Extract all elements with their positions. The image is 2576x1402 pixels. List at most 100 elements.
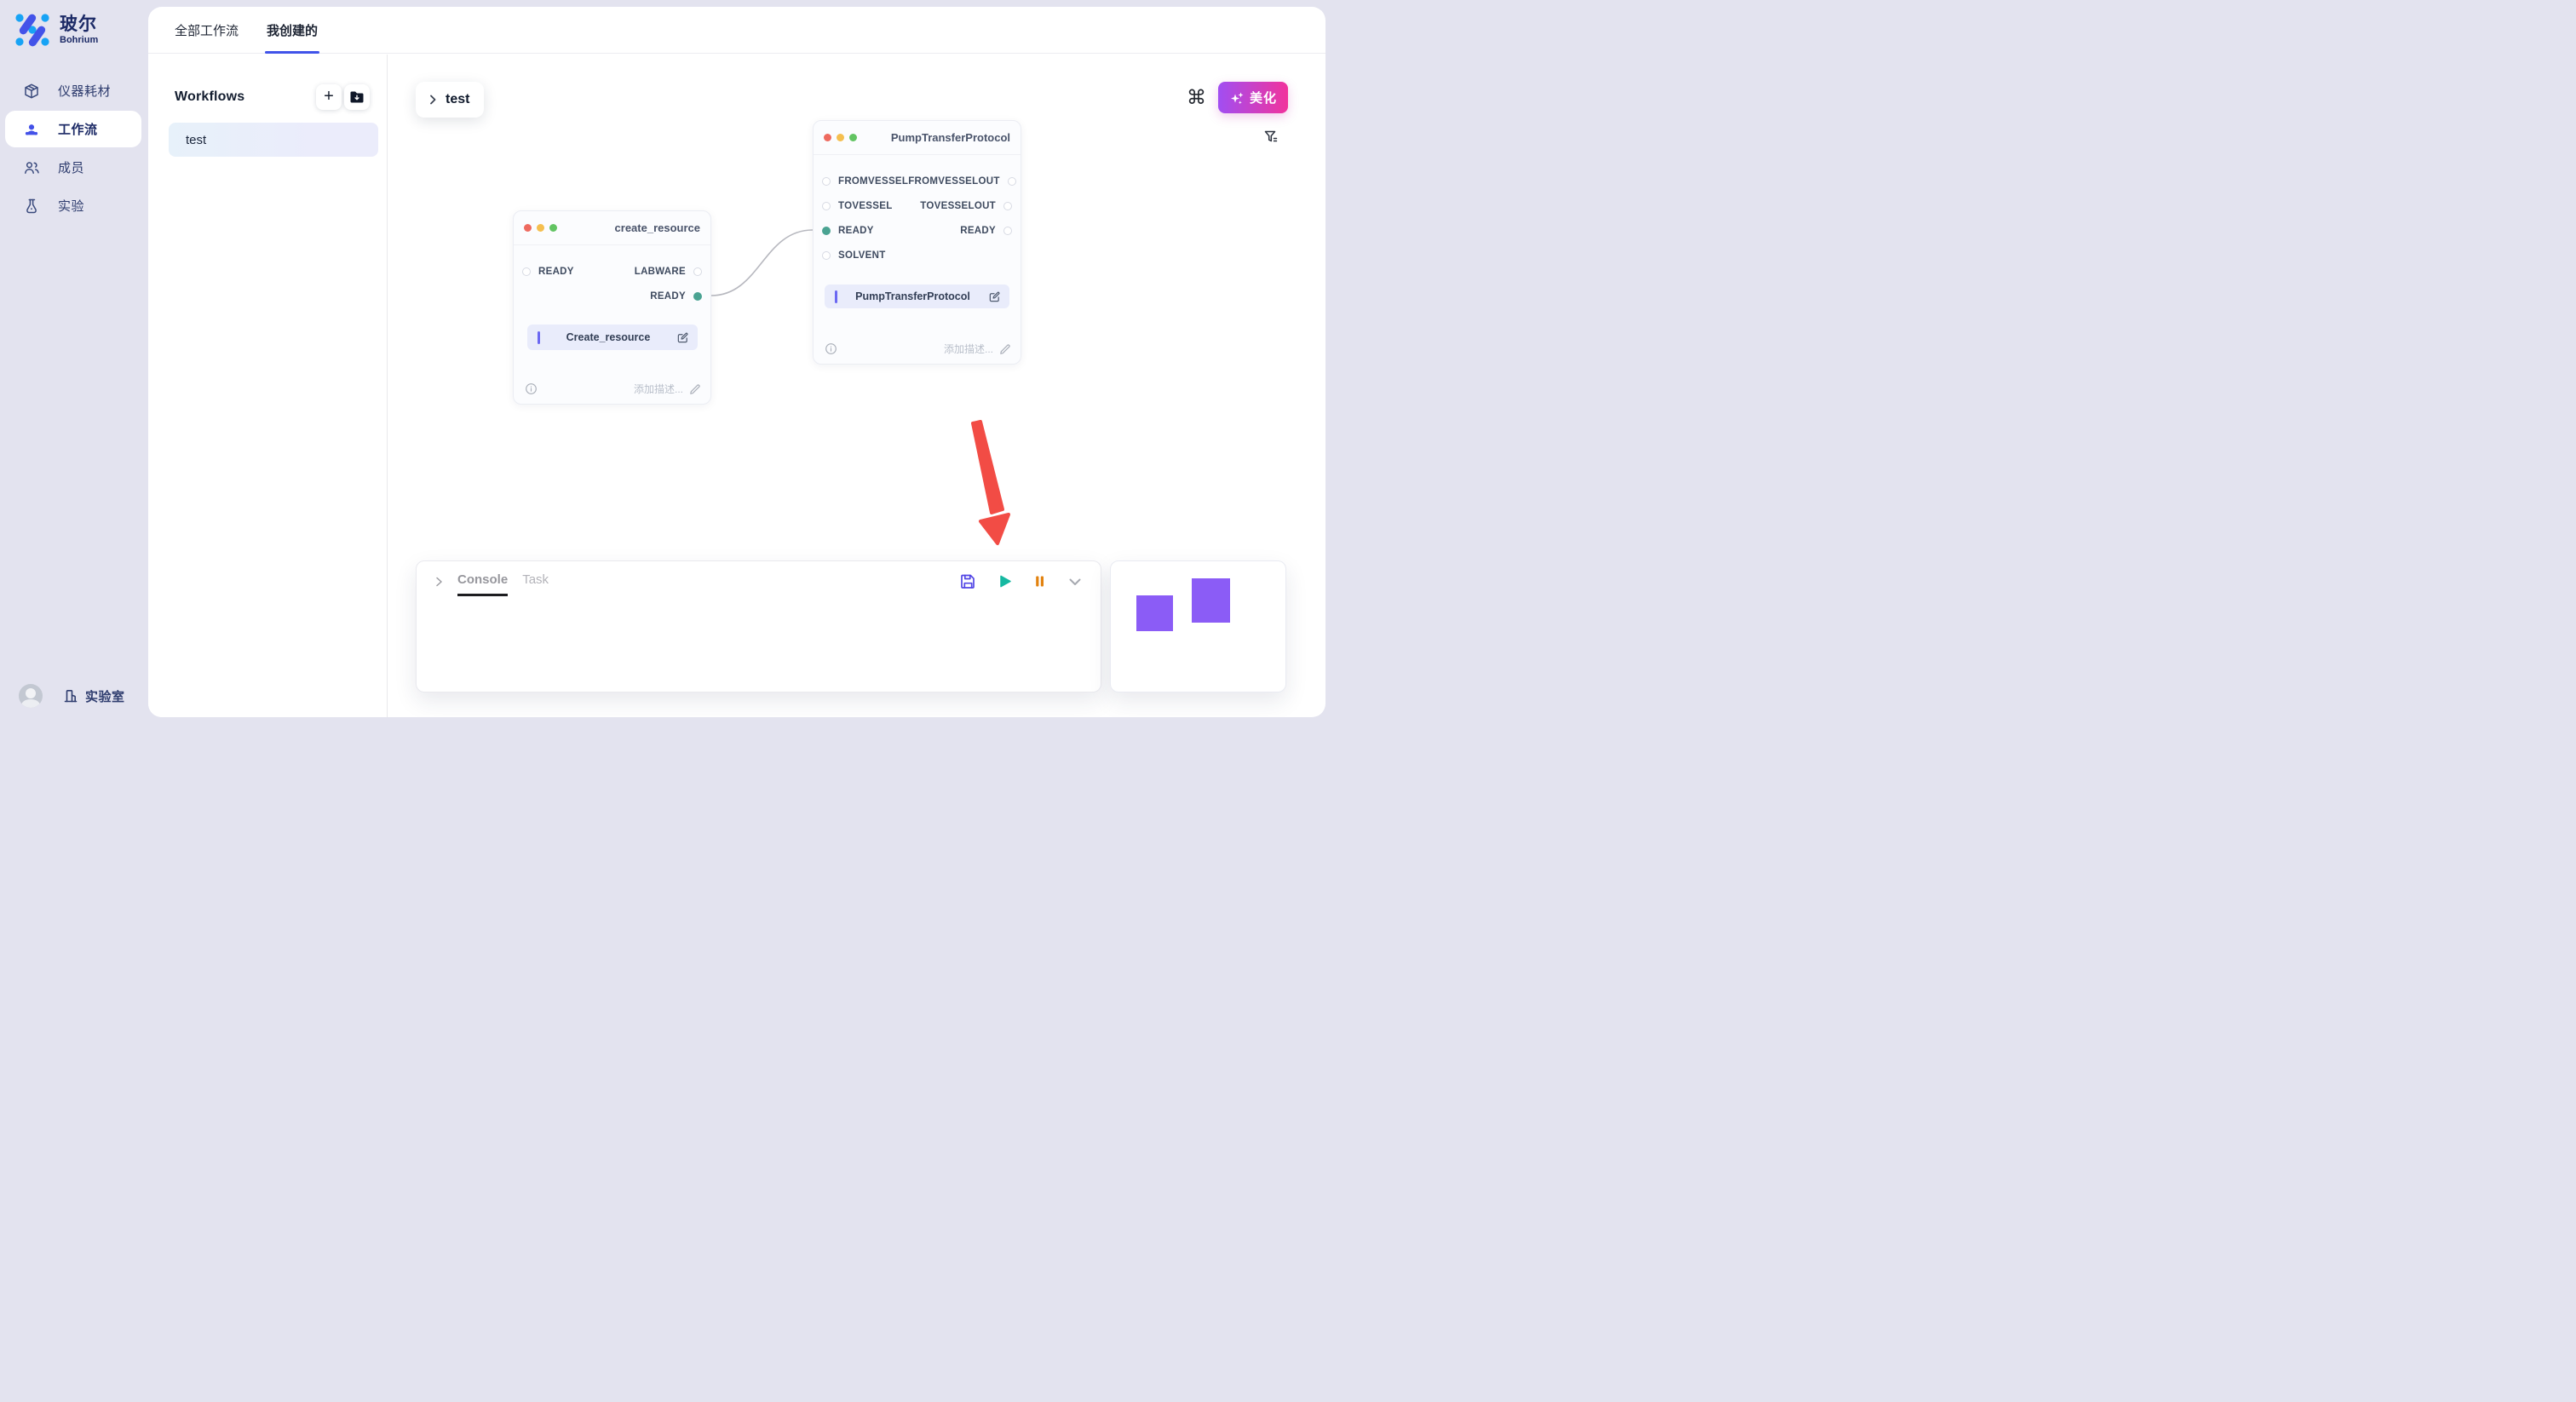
folder-download-icon	[350, 91, 364, 103]
traffic-light-dots	[524, 224, 557, 232]
node-ports: FROMVESSEL FROMVESSELOUT TOVESSEL TOVESS…	[814, 155, 1021, 267]
node-footer: 添加描述...	[825, 342, 1011, 356]
chevron-right-icon	[427, 94, 439, 106]
sidebar-item-label: 仪器耗材	[58, 84, 112, 99]
traffic-light-dots	[824, 134, 857, 141]
edit-icon[interactable]	[676, 331, 689, 344]
output-port-fromvesselout[interactable]	[1007, 176, 1016, 186]
node-connection-wire	[710, 229, 814, 296]
save-button[interactable]	[959, 572, 977, 590]
sidebar-item-instruments[interactable]: 仪器耗材	[0, 72, 147, 110]
input-port-ready[interactable]	[522, 267, 531, 276]
user-avatar[interactable]	[19, 684, 43, 708]
info-icon[interactable]	[525, 382, 538, 395]
workflow-list-item-test[interactable]: test	[169, 123, 378, 157]
output-port-tovesselout[interactable]	[1003, 201, 1012, 210]
sparkles-icon	[1230, 92, 1244, 104]
play-icon	[1000, 575, 1011, 588]
collapse-chevron-icon[interactable]	[432, 575, 446, 589]
node-header: create_resource	[514, 211, 710, 245]
description-placeholder[interactable]: 添加描述...	[943, 343, 993, 355]
node-ports: READY LABWARE READY	[514, 245, 710, 308]
brand-logo: 玻尔 Bohrium	[14, 11, 98, 49]
console-output-area[interactable]	[417, 596, 1101, 681]
dot-yellow-icon	[537, 224, 544, 232]
tab-all-workflows[interactable]: 全部工作流	[175, 23, 239, 38]
pill-accent-bar	[835, 290, 837, 303]
breadcrumb-label: test	[446, 92, 470, 106]
building-icon	[64, 690, 78, 703]
sidebar-item-label: 成员	[58, 161, 85, 175]
brand-subtitle: Bohrium	[60, 35, 99, 45]
tab-console[interactable]: Console	[457, 572, 509, 596]
run-button[interactable]	[997, 573, 1013, 589]
minimap-node-create-resource	[1136, 595, 1173, 631]
node-footer: 添加描述...	[525, 382, 701, 396]
node-action-pill[interactable]: Create_resource	[527, 325, 698, 350]
input-port-ready[interactable]	[822, 226, 831, 235]
import-folder-button[interactable]	[344, 84, 370, 110]
output-port-ready[interactable]	[693, 291, 702, 301]
minimap[interactable]	[1110, 560, 1286, 692]
lab-switcher[interactable]: 实验室	[63, 687, 125, 705]
dot-green-icon	[849, 134, 857, 141]
add-workflow-button[interactable]: +	[316, 84, 342, 110]
annotation-arrow	[971, 420, 1010, 545]
input-port-fromvessel[interactable]	[822, 176, 831, 186]
test-tube-icon	[23, 198, 40, 215]
dot-yellow-icon	[837, 134, 844, 141]
dot-green-icon	[549, 224, 557, 232]
pause-icon	[1036, 576, 1044, 587]
node-header: PumpTransferProtocol	[814, 121, 1021, 155]
input-port-solvent[interactable]	[822, 250, 831, 260]
node-pump-transfer-protocol[interactable]: PumpTransferProtocol FROMVESSEL FROMVESS…	[813, 120, 1021, 365]
console-panel: Console Task	[416, 560, 1101, 692]
filter-icon[interactable]	[1263, 129, 1279, 148]
beautify-button[interactable]: 美化	[1218, 82, 1288, 113]
workflows-panel: Workflows + test	[148, 55, 388, 717]
workflow-tabs: 全部工作流 我创建的	[148, 7, 1325, 54]
minimap-node-pump-transfer	[1192, 578, 1230, 623]
output-port-ready[interactable]	[1003, 226, 1012, 235]
sidebar-item-label: 实验	[58, 199, 85, 214]
workflows-panel-title: Workflows	[175, 89, 245, 104]
beautify-label: 美化	[1249, 91, 1277, 106]
sidebar-item-workflow[interactable]: 工作流	[0, 110, 147, 148]
sidebar: 玻尔 Bohrium 仪器耗材 工作流	[0, 0, 147, 727]
bohrium-logo-icon	[15, 14, 49, 47]
plus-icon: +	[324, 87, 334, 106]
node-title: create_resource	[614, 221, 700, 234]
edit-icon[interactable]	[988, 290, 1001, 303]
node-action-pill[interactable]: PumpTransferProtocol	[825, 284, 1009, 308]
sidebar-item-label: 工作流	[58, 123, 98, 137]
chevron-down-icon	[1069, 578, 1081, 585]
brand-title: 玻尔	[60, 14, 97, 34]
sidebar-footer: 实验室	[19, 684, 125, 708]
main-content: 全部工作流 我创建的 Workflows + test	[148, 7, 1325, 717]
input-port-tovessel[interactable]	[822, 201, 831, 210]
node-create-resource[interactable]: create_resource READY LABWARE READY	[513, 210, 711, 405]
collapse-panel-button[interactable]	[1067, 573, 1084, 590]
pill-accent-bar	[538, 330, 540, 344]
dot-red-icon	[824, 134, 831, 141]
tab-created-by-me[interactable]: 我创建的	[265, 7, 320, 54]
node-title: PumpTransferProtocol	[890, 131, 1010, 144]
dot-red-icon	[524, 224, 532, 232]
sidebar-item-members[interactable]: 成员	[0, 148, 147, 187]
lab-label: 实验室	[85, 689, 125, 704]
sidebar-item-experiments[interactable]: 实验	[0, 187, 147, 225]
save-icon	[961, 574, 975, 589]
members-icon	[23, 159, 40, 176]
pencil-icon[interactable]	[999, 343, 1011, 355]
pencil-icon[interactable]	[689, 383, 701, 395]
tab-task[interactable]: Task	[522, 572, 549, 587]
output-port-labware[interactable]	[693, 267, 702, 276]
workflow-group-icon	[23, 121, 40, 138]
description-placeholder[interactable]: 添加描述...	[633, 383, 683, 395]
pause-button[interactable]	[1032, 574, 1047, 589]
workflow-item-label: test	[186, 132, 207, 147]
canvas-breadcrumb[interactable]: test	[416, 82, 484, 118]
package-icon	[23, 83, 40, 100]
command-shortcuts-icon[interactable]: ⌘	[1187, 86, 1206, 108]
info-icon[interactable]	[825, 342, 837, 355]
